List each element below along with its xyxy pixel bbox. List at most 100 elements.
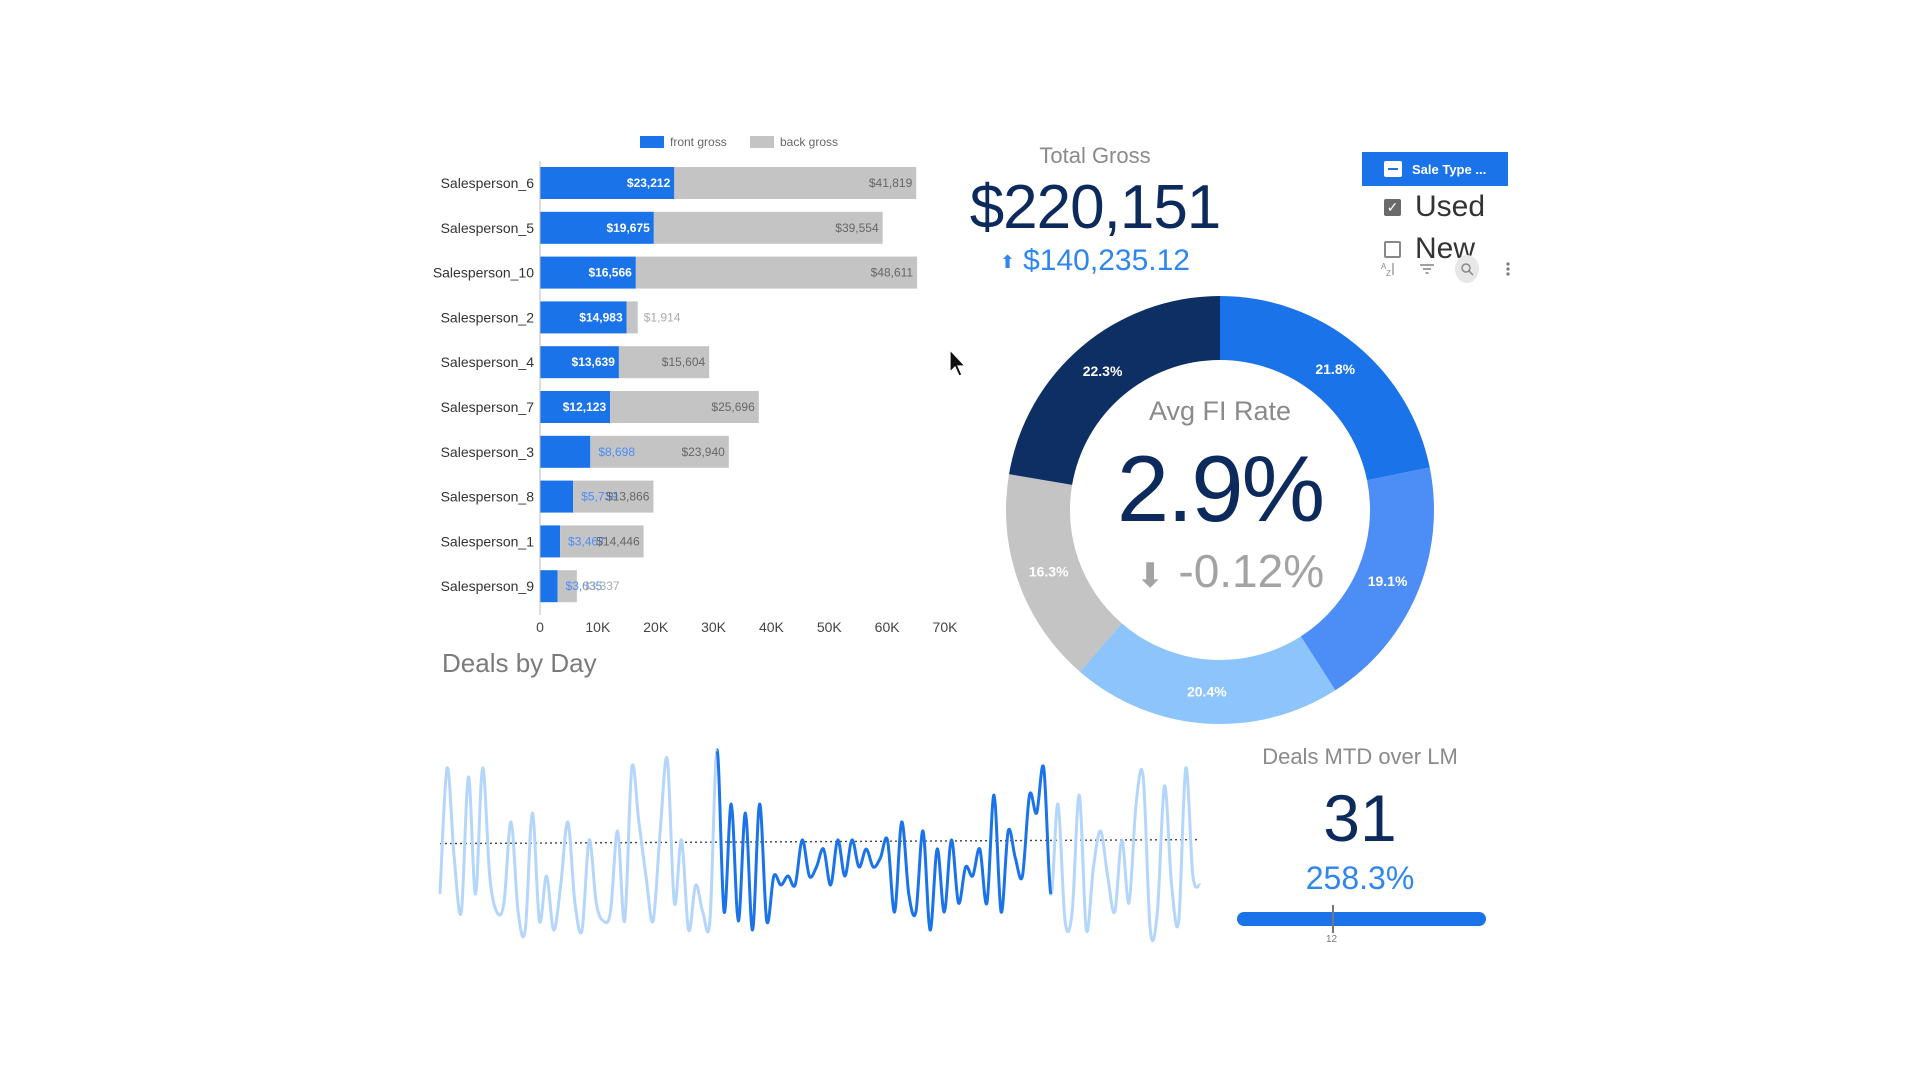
donut-slice-label: 22.3% bbox=[1083, 363, 1123, 379]
sale-type-filter-header[interactable]: Sale Type ... bbox=[1362, 152, 1508, 186]
category-label: Salesperson_6 bbox=[441, 175, 535, 191]
data-label-back: $15,604 bbox=[662, 355, 706, 369]
total-gross-delta-value: $140,235.12 bbox=[1023, 244, 1190, 277]
data-label-front: $8,698 bbox=[598, 445, 635, 459]
x-tick-label: 30K bbox=[701, 619, 727, 635]
filter-option-label: Used bbox=[1415, 190, 1486, 223]
deals-mtd-title: Deals MTD over LM bbox=[1262, 744, 1458, 769]
checkbox-new[interactable] bbox=[1384, 240, 1401, 258]
sale-type-filter: Sale Type ... ✓ Used New bbox=[1362, 152, 1508, 270]
deals-mtd-delta: 258.3% bbox=[1305, 860, 1415, 896]
x-tick-label: 10K bbox=[585, 619, 611, 635]
legend-swatch-back bbox=[750, 136, 774, 148]
avg-fi-delta-value: -0.12% bbox=[1178, 545, 1325, 597]
bar-back-gross bbox=[573, 480, 654, 513]
data-label-front: $3,035 bbox=[566, 579, 603, 593]
search-icon[interactable] bbox=[1455, 255, 1480, 283]
data-label-back: $48,611 bbox=[871, 266, 914, 280]
bar-back-gross bbox=[610, 391, 759, 423]
legend-label: front gross bbox=[670, 135, 727, 149]
donut-slice bbox=[1006, 474, 1122, 672]
salesperson-gross-bar-chart: front gross back gross Salesperson_6 $23,21… bbox=[433, 135, 958, 635]
bar-front-gross bbox=[540, 301, 627, 334]
bar-back-gross bbox=[626, 301, 638, 334]
bar-front-gross bbox=[540, 525, 561, 558]
category-label: Salesperson_5 bbox=[441, 220, 535, 236]
total-gross-value: $220,151 bbox=[969, 173, 1222, 242]
data-label-front: $23,212 bbox=[627, 176, 671, 190]
fi-rate-donut-chart: 21.8% 19.1% 20.4% 16.3% 22.3% bbox=[1006, 296, 1434, 724]
donut-slice-label: 21.8% bbox=[1315, 361, 1355, 377]
bar-front-gross bbox=[540, 346, 619, 379]
x-tick-label: 20K bbox=[643, 619, 669, 635]
deselect-all-icon[interactable] bbox=[1384, 161, 1402, 177]
checkbox-used[interactable]: ✓ bbox=[1384, 198, 1401, 216]
avg-fi-delta: ⬇ -0.12% bbox=[1100, 544, 1360, 598]
prior-period-line bbox=[1049, 766, 1202, 943]
donut-slice bbox=[1300, 467, 1434, 691]
data-label-front: $12,123 bbox=[563, 400, 607, 414]
deals-mtd-target-marker bbox=[1332, 905, 1334, 933]
bar-back-gross bbox=[560, 525, 644, 558]
filter-option-used[interactable]: ✓ Used bbox=[1362, 186, 1508, 228]
data-label-back: $25,696 bbox=[711, 400, 755, 414]
avg-fi-title: Avg FI Rate bbox=[1148, 396, 1292, 426]
bar-front-gross bbox=[540, 211, 654, 244]
x-tick-label: 60K bbox=[875, 619, 901, 635]
data-label-front: $16,566 bbox=[588, 266, 632, 280]
filter-header-label: Sale Type ... bbox=[1412, 161, 1487, 177]
data-label-back: $39,554 bbox=[835, 221, 879, 235]
bar-back-gross bbox=[635, 256, 918, 289]
deals-mtd-progress-bar bbox=[1237, 912, 1486, 926]
x-tick-label: 50K bbox=[817, 619, 843, 635]
donut-slice-label: 20.4% bbox=[1187, 684, 1227, 700]
data-label-front: $13,639 bbox=[572, 355, 616, 369]
deals-mtd-target-label: 12 bbox=[1326, 934, 1338, 945]
donut-slice-label: 16.3% bbox=[1029, 563, 1069, 579]
data-label-back: $3,337 bbox=[583, 579, 620, 593]
bar-back-gross bbox=[618, 346, 710, 379]
category-label: Salesperson_4 bbox=[441, 354, 535, 370]
filter-icon[interactable] bbox=[1417, 258, 1438, 280]
bar-back-gross bbox=[557, 570, 577, 603]
x-tick-label: 40K bbox=[759, 619, 785, 635]
data-label-front: $3,467 bbox=[568, 534, 605, 548]
bar-back-gross bbox=[674, 167, 917, 199]
bar-front-gross bbox=[540, 570, 558, 603]
bar-front-gross bbox=[540, 391, 611, 423]
category-label: Salesperson_9 bbox=[441, 578, 535, 594]
bar-front-gross bbox=[540, 167, 675, 199]
category-label: Salesperson_1 bbox=[441, 533, 535, 549]
data-label-back: $13,866 bbox=[606, 490, 650, 504]
data-label-front: $19,675 bbox=[606, 221, 650, 235]
category-label: Salesperson_7 bbox=[441, 399, 535, 415]
bar-front-gross bbox=[540, 256, 636, 289]
bar-back-gross bbox=[653, 211, 883, 244]
category-label: Salesperson_3 bbox=[441, 444, 535, 460]
total-gross-delta: ⬆ $140,235.12 bbox=[975, 244, 1215, 278]
more-vertical-icon[interactable] bbox=[1497, 258, 1518, 280]
donut-slice bbox=[1009, 296, 1220, 485]
donut-slice-label: 19.1% bbox=[1368, 573, 1408, 589]
deals-mtd-value: 31 bbox=[1323, 781, 1397, 855]
data-label-back: $14,446 bbox=[596, 534, 640, 548]
current-period-line bbox=[715, 748, 1053, 932]
data-label-back: $23,940 bbox=[681, 445, 725, 459]
bar-front-gross bbox=[540, 435, 591, 468]
data-label-back: $1,914 bbox=[644, 310, 681, 324]
legend-label: back gross bbox=[780, 135, 838, 149]
category-label: Salesperson_10 bbox=[433, 265, 534, 281]
x-tick-label: 0 bbox=[536, 619, 544, 635]
data-label-front: $14,983 bbox=[579, 310, 623, 324]
data-label-back: $41,819 bbox=[869, 176, 913, 190]
mouse-cursor-icon bbox=[949, 348, 967, 377]
legend-swatch-front bbox=[640, 136, 664, 148]
bar-front-gross bbox=[540, 480, 574, 513]
average-reference-line bbox=[439, 838, 1201, 845]
category-label: Salesperson_8 bbox=[441, 489, 535, 505]
deals-by-day-line-chart bbox=[438, 748, 1202, 943]
data-label-front: $5,739 bbox=[581, 490, 618, 504]
donut-slice bbox=[1079, 623, 1336, 724]
